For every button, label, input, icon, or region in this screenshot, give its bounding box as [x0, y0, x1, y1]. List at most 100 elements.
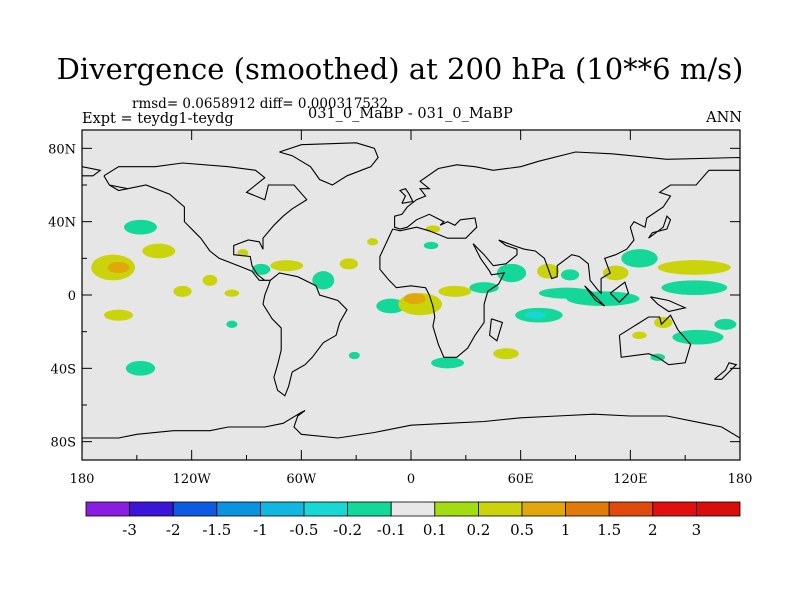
coastline-sumatra	[584, 285, 606, 307]
colorbar-box	[608, 501, 654, 517]
contour-blob	[224, 289, 240, 297]
y-tick-label: 40N	[48, 216, 76, 231]
colorbar-box	[434, 501, 479, 517]
contour-blob	[237, 249, 249, 257]
contour-blob	[348, 351, 360, 360]
coastline-alaska-peninsula	[109, 184, 128, 192]
colorbar-label: -0.5	[290, 521, 319, 539]
contour-blob	[657, 260, 731, 275]
colorbar-label: 3	[692, 521, 702, 539]
colorbar-label: 0.1	[423, 521, 447, 539]
contour-blob	[672, 329, 724, 345]
contour-blob	[124, 219, 157, 235]
contour-blob	[339, 258, 358, 270]
colorbar-box	[259, 501, 305, 517]
contour-blob	[202, 274, 218, 286]
contour-blob	[493, 348, 519, 360]
x-tick-label: 180	[70, 472, 95, 487]
contour-blob	[560, 269, 580, 281]
contour-blob	[367, 238, 379, 246]
x-tick-label: 0	[407, 472, 415, 487]
contour-blob	[524, 311, 547, 319]
colorbar-box	[85, 501, 130, 517]
coastline-uk	[398, 188, 414, 204]
coastline-madagascar	[489, 318, 504, 342]
colorbar-label: -1.5	[202, 521, 231, 539]
contour-blob	[469, 282, 499, 294]
contour-blob	[566, 291, 640, 306]
colorbar-box	[347, 501, 392, 517]
contour-blob	[423, 241, 439, 250]
colorbar-label: -1	[253, 521, 268, 539]
x-tick-label: 180	[728, 472, 753, 487]
contour-blob	[107, 262, 130, 273]
contour-blob	[632, 331, 647, 340]
chart-title: Divergence (smoothed) at 200 hPa (10**6 …	[56, 52, 744, 86]
contour-blob	[403, 293, 426, 305]
season-label: ANN	[706, 110, 742, 126]
contour-blob	[251, 263, 271, 275]
colorbar-box	[172, 501, 218, 517]
y-tick-label: 40S	[51, 362, 76, 377]
x-tick-label: 60W	[286, 472, 317, 487]
contour-blob	[714, 318, 737, 330]
colorbar-label: 0.5	[510, 521, 534, 539]
y-tick-label: 0	[68, 289, 76, 304]
x-tick-label: 60E	[508, 472, 534, 487]
contour-blob	[142, 243, 176, 259]
contour-blob	[103, 309, 134, 321]
coastline-chukotka	[82, 166, 102, 177]
colorbar-label: 2	[648, 521, 658, 539]
contour-blob	[226, 320, 238, 329]
colorbar-box	[477, 501, 523, 517]
colorbar-label: -3	[122, 521, 137, 539]
colorbar-label: 1	[561, 521, 571, 539]
colorbar-label: 0.2	[466, 521, 490, 539]
coastline-eurasia-africa	[379, 151, 740, 358]
axes: 180 120W 60W 0 60E 120E 180 80N 40N 0 40S 80S	[48, 130, 752, 487]
colorbar-label: 1.5	[597, 521, 621, 539]
colorbar-box	[696, 501, 741, 517]
coastline-new-zealand	[714, 362, 738, 380]
coastline-antarctica	[82, 410, 740, 451]
contour-blob	[621, 249, 658, 268]
experiment-label: Expt = teydg1-teydg	[82, 111, 234, 127]
contour-blob	[661, 280, 728, 295]
x-tick-label: 120E	[613, 472, 647, 487]
colorbar-box	[652, 501, 697, 517]
rmsd-subtitle: rmsd= 0.0658912 diff= 0.000317532	[132, 96, 389, 112]
contour-blob	[376, 298, 406, 314]
coastline-new-guinea	[650, 296, 687, 313]
colorbar-label: -0.1	[377, 521, 406, 539]
colorbar-box	[303, 501, 348, 517]
y-tick-label: 80S	[51, 436, 76, 451]
x-tick-label: 120W	[173, 472, 212, 487]
contour-blob	[425, 225, 441, 233]
coastline-south-america	[262, 272, 348, 397]
colorbar-box	[216, 501, 261, 517]
colorbar-box	[129, 501, 174, 517]
colorbar-label: -0.2	[333, 521, 362, 539]
contour-blob	[173, 285, 192, 297]
contour-blob	[602, 265, 629, 281]
contour-blob	[312, 271, 335, 290]
contour-blob	[438, 285, 472, 297]
colorbar-box	[390, 501, 436, 517]
colorbar-label: -2	[166, 521, 181, 539]
contour-blob	[537, 263, 560, 279]
contour-blob	[431, 357, 465, 369]
case-label: 031_0_MaBP - 031_0_MaBP	[308, 106, 513, 122]
colorbar: -3 -2 -1.5 -1 -0.5 -0.2 -0.1 0.1 0.2 0.5 1 1.5 2 3	[85, 501, 741, 539]
coastline-greenland	[279, 142, 379, 186]
coastline-japan	[648, 215, 672, 239]
colorbar-box	[521, 501, 566, 517]
coastline-australia	[618, 314, 692, 366]
colorbar-box	[565, 501, 610, 517]
coastline-north-america	[103, 162, 308, 281]
contour-blob	[125, 361, 156, 376]
contour-blob	[270, 260, 304, 272]
coastlines	[82, 142, 740, 451]
contour-blob	[496, 263, 527, 283]
y-tick-label: 80N	[48, 142, 76, 157]
